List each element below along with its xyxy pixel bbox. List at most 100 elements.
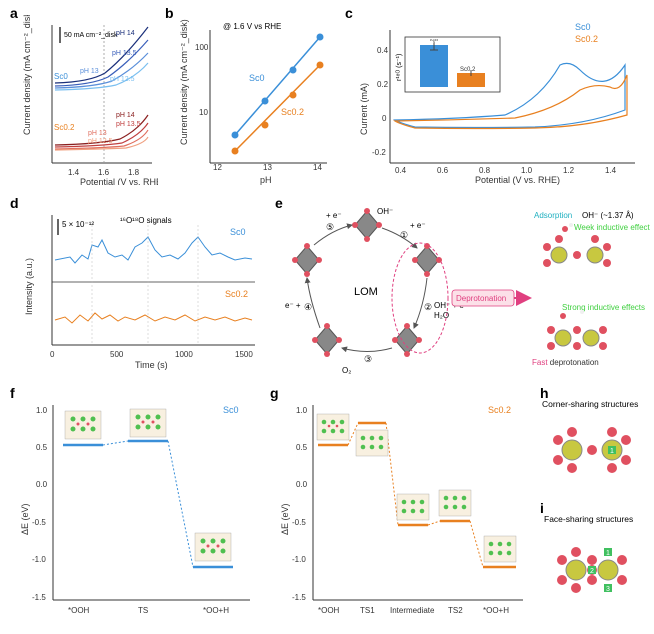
panel-g: 1.0 0.5 0.0 -0.5 -1.0 -1.5 ΔE (eV) *OOH … bbox=[278, 395, 530, 625]
svg-text:1: 1 bbox=[610, 448, 614, 455]
panel-i-svg: Face-sharing structures 1 2 3 bbox=[540, 510, 650, 625]
inset-c bbox=[405, 37, 500, 92]
panel-b: 12 13 14 10 100 pH Current density (mA c… bbox=[175, 15, 335, 185]
ylabel-g: ΔE (eV) bbox=[280, 503, 290, 535]
ylabel-a: Current density (mA cm⁻²_disk) bbox=[22, 15, 32, 135]
scalebar-a: 50 mA cm⁻²_disk bbox=[64, 32, 118, 39]
svg-text:0.4: 0.4 bbox=[395, 166, 407, 175]
struct-g5 bbox=[484, 536, 516, 562]
struct-g1 bbox=[317, 414, 349, 440]
svg-text:-1.5: -1.5 bbox=[292, 593, 306, 602]
ylabel-d: Intensity (a.u.) bbox=[24, 258, 34, 315]
lg-a-2: pH 13.5 bbox=[112, 50, 137, 57]
svg-text:TS2: TS2 bbox=[448, 606, 463, 615]
tick-a-x1: 1.4 bbox=[68, 168, 80, 177]
sc02-label-d: Sc0.2 bbox=[225, 289, 248, 299]
svg-text:1.4: 1.4 bbox=[605, 166, 617, 175]
panel-i: Face-sharing structures 1 2 3 bbox=[540, 510, 650, 625]
sc02-label-a: Sc0.2 bbox=[54, 123, 75, 132]
panel-f-svg: 1.0 0.5 0.0 -0.5 -1.0 -1.5 ΔE (eV) *OOH … bbox=[18, 395, 258, 625]
svg-text:0.0: 0.0 bbox=[296, 480, 308, 489]
panel-label-b: b bbox=[165, 5, 174, 21]
strong-text: Strong inductive effects bbox=[562, 303, 645, 312]
svg-text:1500: 1500 bbox=[235, 350, 253, 359]
panel-a: 1.4 1.6 1.8 Potential (V vs. RHE) Curren… bbox=[20, 15, 158, 185]
svg-text:1000: 1000 bbox=[175, 350, 193, 359]
panel-a-svg: 1.4 1.6 1.8 Potential (V vs. RHE) Curren… bbox=[20, 15, 158, 185]
f-x3: *OO+H bbox=[203, 606, 229, 615]
tick-a-x2: 1.6 bbox=[98, 168, 110, 177]
lg-a-8: pH 12.5 bbox=[88, 138, 113, 145]
struct-g4 bbox=[439, 490, 471, 516]
struct-f1 bbox=[65, 411, 101, 439]
f-x2: TS bbox=[138, 606, 148, 615]
g-series: Sc0.2 bbox=[488, 405, 511, 415]
svg-text:TS1: TS1 bbox=[360, 606, 375, 615]
tick-b-x2: 13 bbox=[263, 163, 272, 172]
h-title: Corner-sharing structures bbox=[542, 399, 638, 409]
signal-label: ¹⁶O¹⁸O signals bbox=[120, 216, 172, 225]
panel-e-svg: LOM ① ② ③ ④ ⑤ OH⁻ + e⁻ H₂O OH⁻ + e⁻ O₂ e… bbox=[282, 200, 650, 380]
xlabel-a: Potential (V vs. RHE) bbox=[80, 177, 158, 185]
sc02-label-c: Sc0.2 bbox=[575, 34, 598, 44]
corner-struct: 1 bbox=[553, 427, 631, 473]
svg-text:0: 0 bbox=[50, 350, 55, 359]
sc0-label-c: Sc0 bbox=[575, 22, 591, 32]
panel-d: 0 500 1000 1500 Time (s) Intensity (a.u.… bbox=[20, 205, 265, 370]
tick-a-x3: 1.8 bbox=[128, 168, 140, 177]
panel-g-svg: 1.0 0.5 0.0 -0.5 -1.0 -1.5 ΔE (eV) *OOH … bbox=[278, 395, 530, 625]
svg-text:-1.5: -1.5 bbox=[32, 593, 46, 602]
deprot-text: Deprotonation bbox=[456, 294, 506, 303]
svg-text:1.0: 1.0 bbox=[521, 166, 533, 175]
adsorption-text: Adsorption bbox=[534, 211, 572, 220]
svg-text:0.0: 0.0 bbox=[36, 480, 48, 489]
svg-text:-0.2: -0.2 bbox=[372, 148, 386, 157]
week-text: Week inductive effects bbox=[574, 223, 650, 232]
sc0-label-b: Sc0 bbox=[249, 73, 265, 83]
inset-bar-sc0 bbox=[420, 45, 448, 87]
lom-label: LOM bbox=[354, 286, 378, 298]
struct-bottom bbox=[547, 310, 607, 350]
svg-text:④: ④ bbox=[304, 302, 312, 312]
scalebar-d: 5 × 10⁻¹² bbox=[62, 220, 94, 229]
i-title: Face-sharing structures bbox=[544, 514, 633, 524]
panel-label-c: c bbox=[345, 5, 353, 21]
svg-text:0.5: 0.5 bbox=[296, 443, 308, 452]
xlabel-b: pH bbox=[260, 175, 272, 185]
lg-a-4: pH 12.5 bbox=[110, 76, 135, 83]
svg-text:0.8: 0.8 bbox=[479, 166, 491, 175]
e-label-1: + e⁻ bbox=[410, 221, 426, 230]
lg-a-7: pH 13 bbox=[88, 130, 107, 137]
svg-text:0.2: 0.2 bbox=[377, 80, 389, 89]
lg-a-6: pH 13.5 bbox=[116, 121, 141, 128]
inset-ylabel: r¹⁸ᴼ (s⁻¹) bbox=[396, 54, 403, 81]
oh-label: OH⁻ bbox=[377, 207, 393, 216]
struct-g3 bbox=[397, 494, 429, 520]
svg-text:500: 500 bbox=[110, 350, 124, 359]
tick-b-y1: 10 bbox=[199, 108, 208, 117]
svg-text:Intermediate: Intermediate bbox=[390, 606, 435, 615]
svg-text:-0.5: -0.5 bbox=[292, 518, 306, 527]
panel-b-svg: 12 13 14 10 100 pH Current density (mA c… bbox=[175, 15, 335, 185]
panel-label-f: f bbox=[10, 385, 15, 401]
ylabel-b: Current density (mA cm⁻²_disk) bbox=[179, 19, 189, 145]
svg-text:1.0: 1.0 bbox=[36, 406, 48, 415]
svg-text:-0.5: -0.5 bbox=[32, 518, 46, 527]
lom-cycle: LOM ① ② ③ ④ ⑤ OH⁻ + e⁻ H₂O OH⁻ + e⁻ O₂ e… bbox=[285, 207, 468, 375]
tick-b-x1: 12 bbox=[213, 163, 222, 172]
line-b-sc0 bbox=[235, 37, 320, 135]
svg-text:-1.0: -1.0 bbox=[32, 555, 46, 564]
svg-text:③: ③ bbox=[364, 354, 372, 364]
f-series: Sc0 bbox=[223, 405, 239, 415]
svg-text:0.6: 0.6 bbox=[437, 166, 449, 175]
ylabel-c: Current (mA) bbox=[359, 83, 369, 135]
panel-c: 0.4 0.6 0.8 1.0 1.2 1.4 -0.2 0 0.2 0.4 P… bbox=[355, 15, 645, 185]
svg-text:⑤: ⑤ bbox=[326, 222, 334, 232]
svg-text:1.2: 1.2 bbox=[563, 166, 575, 175]
panel-h-svg: Corner-sharing structures 1 bbox=[540, 395, 650, 495]
signal-sc02 bbox=[55, 313, 252, 323]
oh-dist: OH⁻ (~1.37 Å) bbox=[582, 211, 634, 220]
tick-b-y2: 100 bbox=[195, 43, 209, 52]
face-struct: 1 2 3 bbox=[557, 547, 627, 593]
svg-text:1: 1 bbox=[606, 550, 610, 557]
